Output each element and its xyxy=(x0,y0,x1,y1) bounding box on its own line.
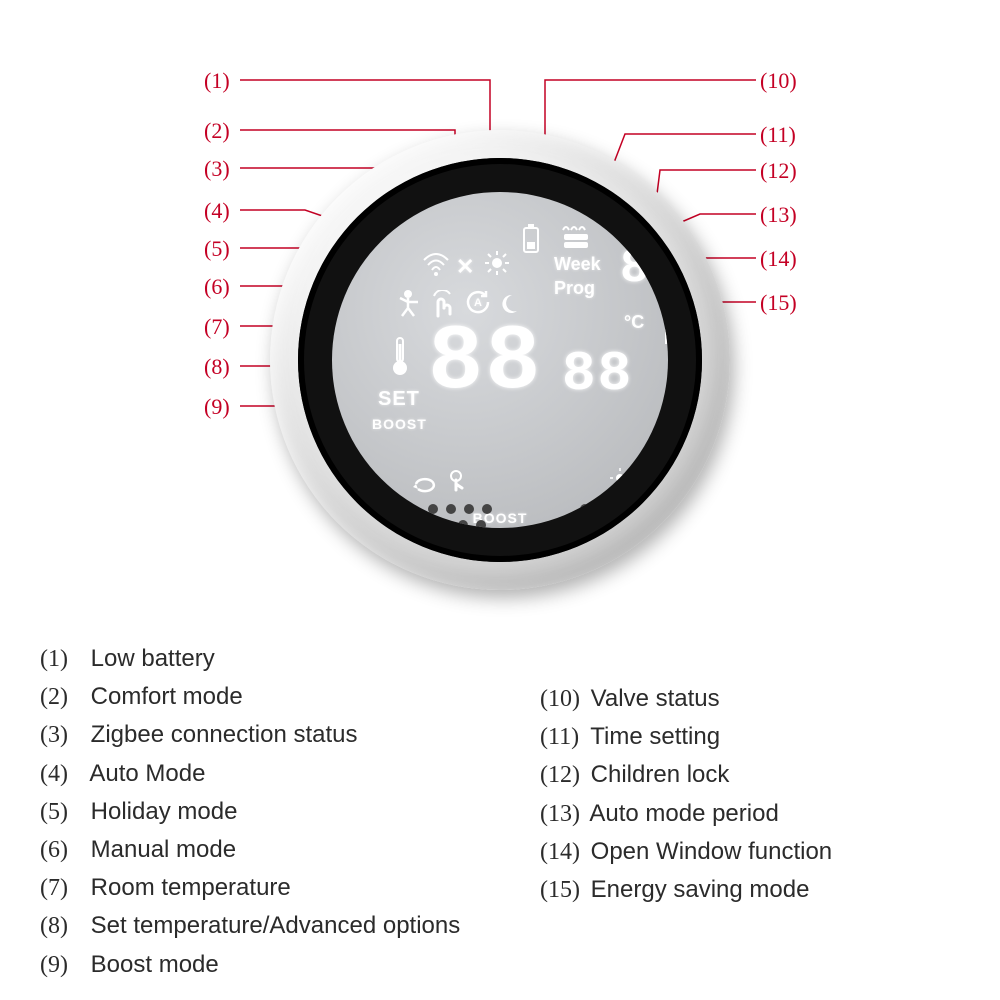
speaker-dots-right xyxy=(580,504,644,514)
svg-text:A: A xyxy=(474,297,482,309)
legend-item: (6) Manual mode xyxy=(40,831,460,869)
cycle-icon xyxy=(410,470,440,499)
legend-item: (13) Auto mode period xyxy=(540,795,832,833)
degc-label: °C xyxy=(624,312,644,333)
device-bezel-ring: ✕ Week 8 Prog A xyxy=(298,158,702,562)
moon-small-icon xyxy=(630,468,648,491)
diagram-canvas: (1) (2) (3) (4) (5) (6) (7) (8) (9) (10)… xyxy=(0,0,1000,1000)
legend-left: (1) Low battery(2) Comfort mode(3) Zigbe… xyxy=(40,640,460,984)
speaker-dots-left xyxy=(428,504,492,514)
legend-item: (8) Set temperature/Advanced options xyxy=(40,907,460,945)
device-screen: ✕ Week 8 Prog A xyxy=(332,192,668,528)
legend-item: (9) Boost mode xyxy=(40,946,460,984)
legend-item: (12) Children lock xyxy=(540,756,832,794)
sub-temp-digits: 88 xyxy=(562,342,633,406)
legend-item: (4) Auto Mode xyxy=(40,755,460,793)
legend-item: (2) Comfort mode xyxy=(40,678,460,716)
thermometer-icon xyxy=(390,336,410,381)
thermostat-device: ✕ Week 8 Prog A xyxy=(270,130,730,590)
sun-small-icon xyxy=(610,468,630,493)
prog-label: Prog xyxy=(554,278,595,299)
legend-item: (7) Room temperature xyxy=(40,869,460,907)
legend-item: (10) Valve status xyxy=(540,680,832,718)
wifi-icon xyxy=(422,252,450,281)
legend-item: (11) Time setting xyxy=(540,718,832,756)
legend-item: (3) Zigbee connection status xyxy=(40,716,460,754)
legend-item: (15) Energy saving mode xyxy=(540,871,832,909)
sun-icon xyxy=(484,250,510,281)
legend-item: (5) Holiday mode xyxy=(40,793,460,831)
battery-icon xyxy=(520,224,542,259)
touch-icon xyxy=(444,468,468,501)
week-label: Week xyxy=(554,254,601,275)
boost-label: BOOST xyxy=(372,416,427,432)
window-icon xyxy=(662,318,668,353)
legend-right: (10) Valve status(11) Time setting(12) C… xyxy=(540,680,832,909)
close-icon: ✕ xyxy=(456,254,474,280)
legend-item: (1) Low battery xyxy=(40,640,460,678)
set-label: SET xyxy=(378,388,420,411)
holiday-icon xyxy=(396,288,420,323)
time-setting-digit: 8 xyxy=(620,242,651,296)
legend-item: (14) Open Window function xyxy=(540,833,832,871)
main-temp-digits: 88 xyxy=(428,310,542,415)
